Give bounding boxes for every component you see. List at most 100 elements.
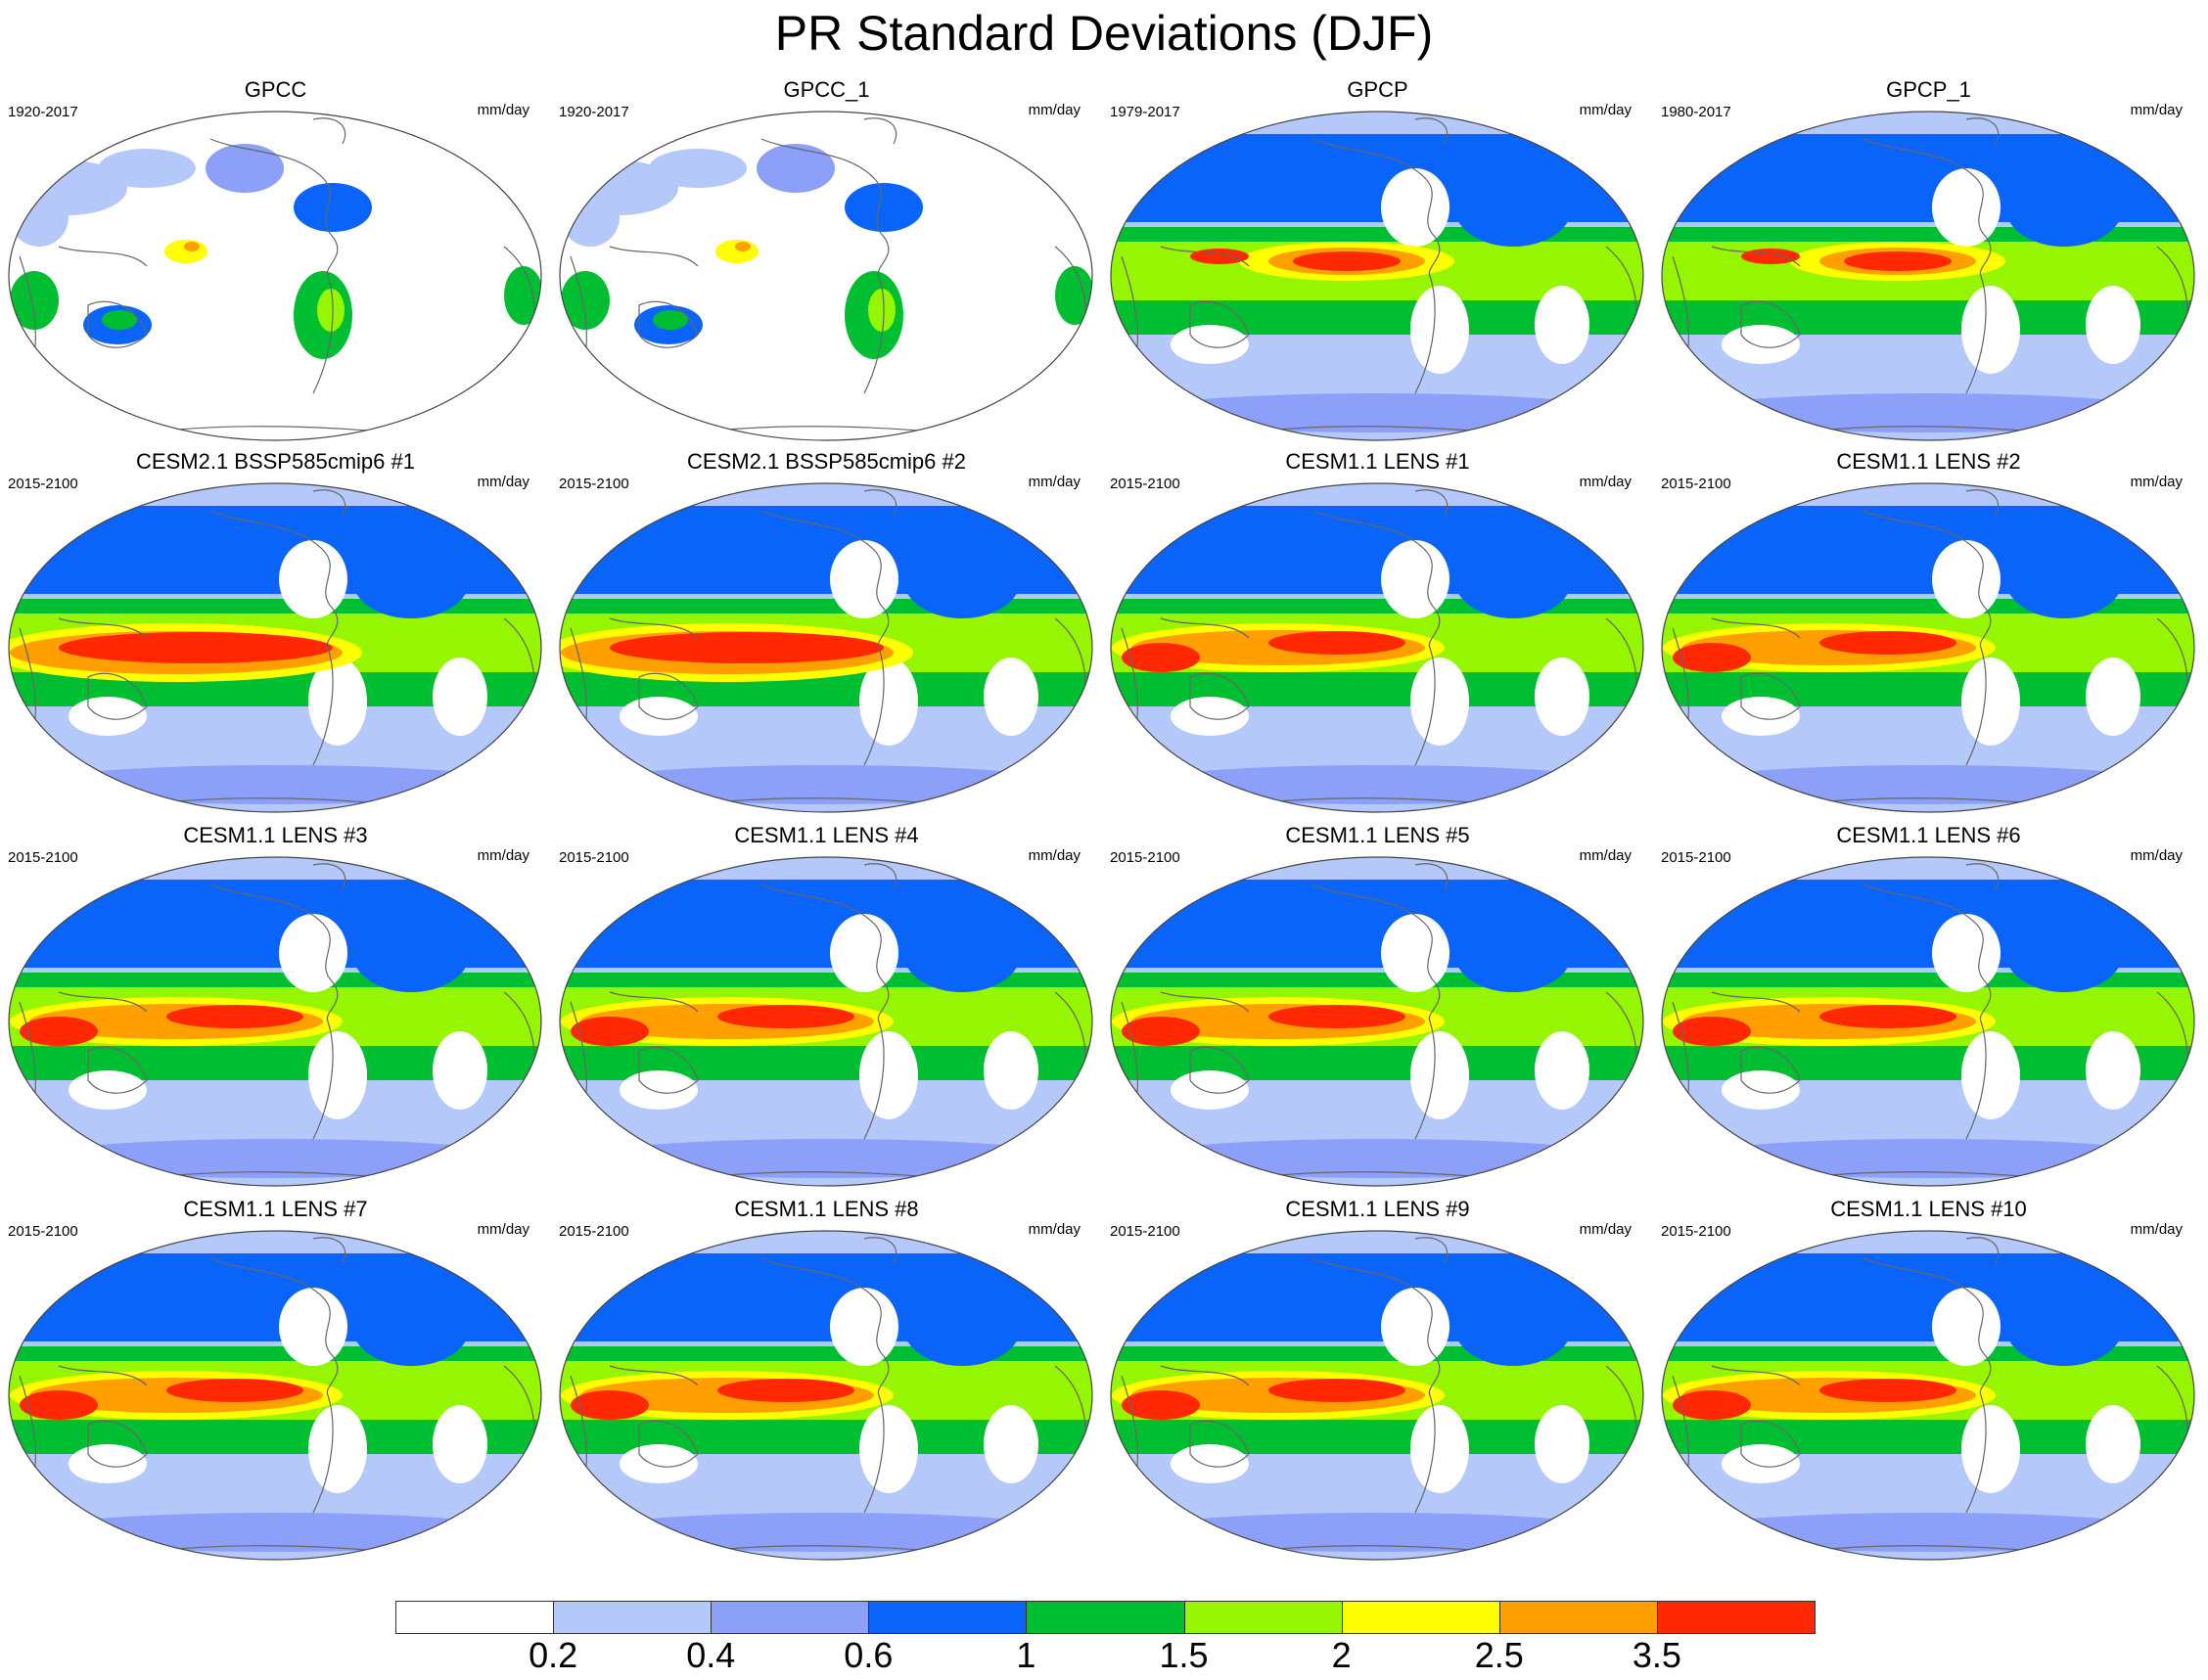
panel-title: CESM1.1 LENS #1 [1285,449,1470,474]
south-atlantic-dry [2086,658,2140,736]
north-america-field [757,144,835,193]
colorbar-swatch [1656,1601,1816,1634]
maritime-continent-peak [184,242,200,251]
atlantic-storm-track [2005,1288,2123,1366]
map-boundary [1661,1230,2195,1561]
americas-coastline [1863,1257,1992,1514]
colorbar-swatch [1341,1601,1500,1634]
precip-std-map [8,111,542,441]
asia-australia-coastline [58,617,148,720]
south-atlantic-dry [433,1405,487,1483]
precip-std-map [559,482,1093,813]
precip-std-map [8,482,542,813]
panel-units: mm/day [1028,474,1081,490]
atlantic-storm-track [903,914,1021,992]
panel-title: GPCC [244,77,307,102]
australia-north-field [653,310,688,330]
atlantic-storm-track [1454,540,1572,618]
africa-west-field [561,271,610,330]
maritime-continent-field [715,240,759,263]
north-america-dry [830,1288,898,1366]
pacific-itcz-red [166,1379,303,1402]
colorbar-swatch [553,1601,713,1634]
indian-ocean-red [571,1017,649,1046]
panel-units: mm/day [477,847,529,864]
asia-australia-coastline [1711,246,1801,348]
asia-australia-coastline [1160,1365,1250,1468]
map-boundary [1110,856,1644,1187]
map-boundary [1110,482,1644,813]
panel-units: mm/day [1579,474,1632,490]
greenland-coastline [1414,489,1449,517]
precip-std-map [559,1230,1093,1561]
south-america-west-dry [859,1031,918,1119]
map-boundary [559,111,1093,441]
australia-dry [1722,697,1800,736]
europe-field [10,188,69,247]
north-america-east-field [294,183,372,232]
map-panel: CESM1.1 LENS #7 2015-2100 mm/day [0,1196,551,1572]
panel-period: 2015-2100 [559,1223,629,1240]
south-america-west-dry [1961,286,2020,374]
precip-std-map [1661,856,2195,1187]
map-boundary [559,482,1093,813]
map-boundary [8,482,542,813]
north-america-dry [1381,1288,1449,1366]
map-boundary [559,856,1093,1187]
panel-title: CESM1.1 LENS #3 [183,823,368,847]
north-america-dry [830,540,898,618]
precip-std-map [1110,111,1644,441]
south-america-west-dry [1410,286,1469,374]
south-atlantic-dry [433,658,487,736]
precip-std-map [559,111,1093,441]
greenland-coastline [1414,117,1449,145]
asia-australia-coastline [58,1365,148,1468]
map-panel: CESM1.1 LENS #2 2015-2100 mm/day [1653,448,2204,825]
south-atlantic-dry [1535,658,1589,736]
greenland-coastline [1414,1237,1449,1264]
map-panel: GPCC_1 1920-2017 mm/day [551,76,1102,453]
south-america-west-dry [308,1405,367,1493]
map-boundary [8,856,542,1187]
pacific-itcz-red [1844,251,1952,271]
panel-title: CESM1.1 LENS #8 [734,1197,919,1221]
europe-field [561,188,620,247]
panel-units: mm/day [1579,1221,1632,1238]
americas-coastline [1311,138,1441,394]
americas-coastline [1311,510,1441,766]
south-america-west-dry [1410,658,1469,746]
maritime-continent-peak [735,242,751,251]
africa-field [504,266,541,325]
map-panel: CESM1.1 LENS #8 2015-2100 mm/day [551,1196,1102,1572]
colorbar-tick-label: 2.5 [1474,1635,1524,1675]
precip-std-map [1661,111,2195,441]
panel-units: mm/day [2130,474,2183,490]
panel-title: CESM2.1 BSSP585cmip6 #1 [136,449,415,474]
south-america-west-dry [1961,1405,2020,1493]
north-america-dry [1932,914,2001,992]
pacific-itcz-red [1268,1379,1405,1402]
map-panel: GPCP_1 1980-2017 mm/day [1653,76,2204,453]
greenland-coastline [863,863,897,890]
panel-period: 2015-2100 [1661,849,1731,866]
map-boundary [1661,856,2195,1187]
colorbar-tick-label: 1.5 [1159,1635,1209,1675]
greenland-coastline [863,489,897,517]
north-america-field [206,144,284,193]
map-boundary [8,111,542,441]
atlantic-storm-track [1454,914,1572,992]
colorbar-tick-label: 2 [1331,1635,1352,1675]
americas-coastline [209,1257,339,1514]
south-atlantic-dry [1535,1031,1589,1110]
map-panel: GPCP 1979-2017 mm/day [1102,76,1653,453]
page-title: PR Standard Deviations (DJF) [774,6,1434,61]
panel-units: mm/day [2130,847,2183,864]
south-atlantic-dry [984,1405,1038,1483]
americas-coastline [760,138,890,394]
pacific-itcz-red [1293,251,1401,271]
panel-period: 2015-2100 [1661,476,1731,492]
australia-dry [620,1070,698,1110]
south-america-west-dry [859,1405,918,1493]
panel-title: CESM2.1 BSSP585cmip6 #2 [687,449,966,474]
map-panel: CESM1.1 LENS #1 2015-2100 mm/day [1102,448,1653,825]
